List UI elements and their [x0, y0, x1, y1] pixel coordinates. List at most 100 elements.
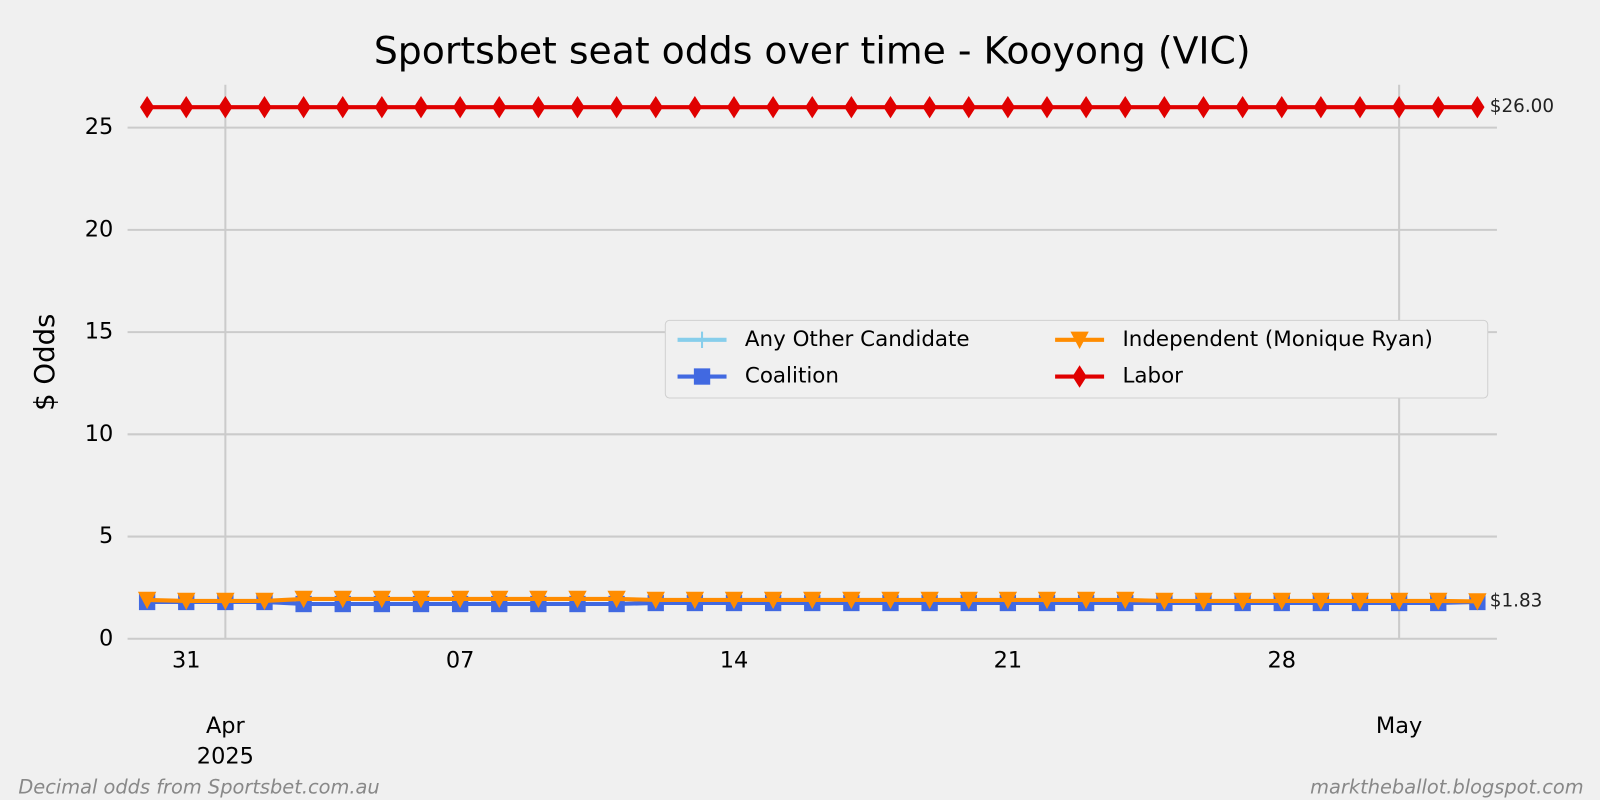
point: [1078, 95, 1094, 119]
footnote: marktheballot.blogspot.com: [1310, 775, 1584, 798]
point: [1037, 591, 1057, 610]
end-label: $26.00: [1490, 96, 1554, 117]
point: [452, 95, 468, 119]
legend-marker: [1070, 331, 1089, 349]
x-tick-label: 31: [172, 648, 201, 674]
point: [411, 590, 431, 609]
y-tick-label: 5: [99, 523, 113, 549]
point: [294, 590, 313, 609]
point: [1391, 95, 1407, 119]
x-tick-label: 28: [1267, 648, 1296, 674]
point: [842, 591, 861, 610]
point: [881, 591, 900, 610]
legend-label: Any Other Candidate: [745, 327, 970, 352]
point: [1429, 592, 1448, 611]
point: [805, 95, 820, 119]
point: [1431, 95, 1446, 119]
point: [413, 95, 429, 119]
point: [179, 95, 194, 119]
point: [450, 590, 470, 609]
point: [1350, 592, 1370, 611]
point: [490, 590, 509, 609]
point: [1116, 591, 1135, 610]
point: [726, 95, 742, 119]
point: [139, 95, 155, 119]
y-tick-label: 25: [85, 114, 114, 140]
point: [137, 591, 157, 610]
legend-label: Independent (Monique Ryan): [1122, 327, 1432, 352]
legend-marker: [693, 331, 711, 348]
point: [961, 95, 976, 119]
point: [492, 95, 507, 119]
x-major-tick-label: May: [1376, 713, 1422, 739]
point: [1118, 95, 1133, 119]
x-major-tick-label: 2025: [197, 744, 254, 770]
point: [1155, 592, 1174, 611]
point: [216, 592, 235, 611]
y-tick-label: 10: [85, 421, 114, 447]
point: [1274, 95, 1289, 119]
point: [1196, 95, 1211, 119]
point: [1235, 95, 1250, 119]
point: [1311, 592, 1331, 611]
point: [844, 95, 859, 119]
point: [218, 95, 233, 119]
point: [333, 590, 352, 609]
x-tick-label: 14: [720, 648, 749, 674]
x-major-tick-label: Apr: [206, 713, 246, 739]
point: [374, 95, 390, 119]
point: [372, 590, 392, 609]
point: [1352, 95, 1368, 119]
point: [922, 95, 937, 119]
point: [765, 95, 781, 119]
point: [803, 591, 822, 610]
point: [998, 591, 1018, 610]
point: [1233, 592, 1252, 611]
point: [570, 95, 585, 119]
point: [920, 591, 939, 610]
point: [1039, 95, 1055, 119]
y-tick-label: 20: [85, 216, 114, 242]
x-tick-label: 07: [446, 648, 475, 674]
chart-title: Sportsbet seat odds over time - Kooyong …: [374, 29, 1251, 73]
point: [724, 591, 744, 610]
point: [1470, 95, 1485, 119]
point: [1076, 591, 1096, 610]
point: [685, 591, 705, 610]
point: [257, 95, 272, 119]
point: [1000, 95, 1016, 119]
point: [763, 591, 783, 610]
point: [531, 95, 546, 119]
point: [609, 95, 624, 119]
point: [1468, 593, 1487, 611]
legend-box: [664, 319, 1489, 399]
legend-marker: [693, 368, 711, 385]
point: [529, 590, 548, 609]
point: [1272, 592, 1291, 611]
y-tick-label: 0: [99, 625, 113, 651]
point: [959, 591, 978, 610]
y-axis-label: $ Odds: [29, 314, 61, 411]
point: [883, 95, 898, 119]
point: [646, 591, 665, 610]
y-tick-label: 15: [85, 319, 114, 345]
point: [1157, 95, 1172, 119]
point: [648, 95, 663, 119]
end-label: $1.83: [1490, 590, 1543, 611]
point: [296, 95, 311, 119]
footnote: Decimal odds from Sportsbet.com.au: [18, 775, 379, 798]
point: [1389, 592, 1409, 611]
point: [687, 95, 703, 119]
point: [607, 590, 626, 609]
point: [1313, 95, 1329, 119]
legend-label: Coalition: [745, 364, 839, 389]
point: [255, 592, 274, 611]
x-tick-label: 21: [994, 648, 1023, 674]
point: [568, 590, 587, 609]
legend-label: Labor: [1122, 364, 1183, 389]
point: [1194, 592, 1213, 611]
point: [177, 592, 196, 611]
point: [335, 95, 350, 119]
